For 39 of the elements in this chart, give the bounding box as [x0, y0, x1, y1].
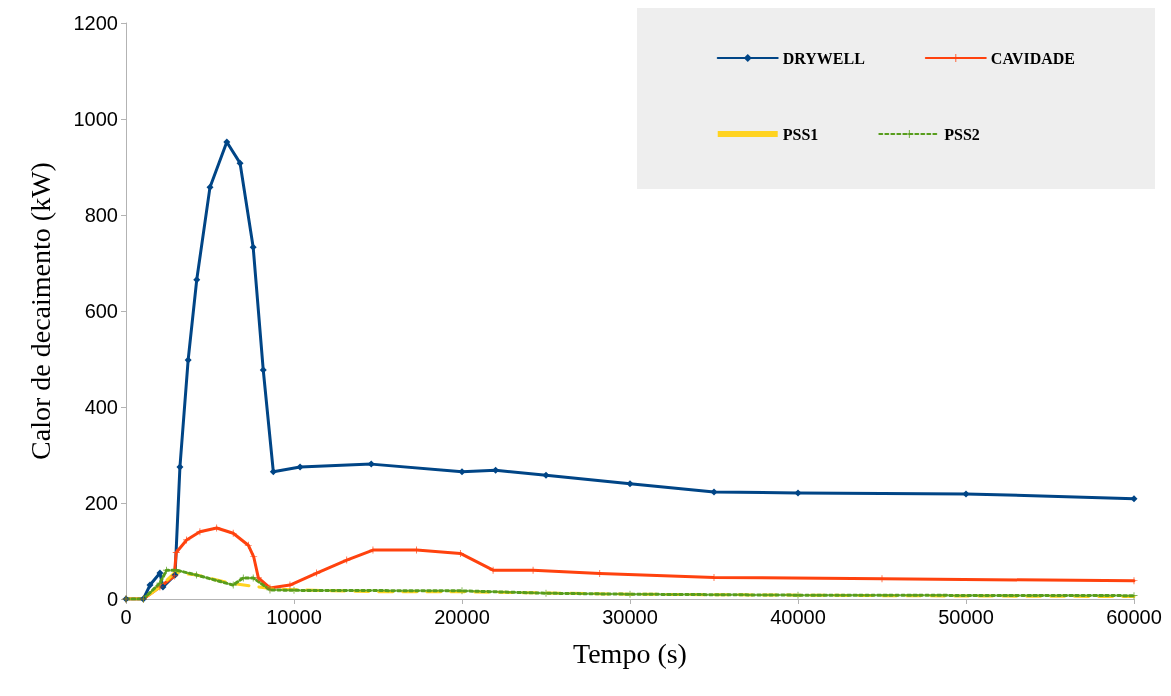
x-tick-label: 30000	[602, 606, 658, 628]
y-tick-label: 600	[84, 300, 118, 322]
point	[206, 183, 214, 191]
point	[236, 159, 244, 167]
point	[626, 480, 634, 488]
legend-label: CAVIDADE	[990, 49, 1076, 67]
x-tick-label: 10000	[266, 606, 322, 628]
point	[269, 468, 277, 476]
x-axis-title: Tempo (s)	[573, 637, 687, 669]
point	[162, 566, 170, 574]
y-tick-label: 1000	[73, 108, 118, 130]
point	[962, 490, 970, 498]
legend-label: DRYWELL	[782, 49, 865, 67]
point	[176, 463, 184, 471]
y-tick-label: 400	[84, 396, 118, 418]
y-tick-label: 0	[106, 588, 118, 610]
point	[259, 366, 267, 374]
x-tick-label: 20000	[434, 606, 490, 628]
point	[1130, 495, 1138, 503]
y-tick-label: 200	[84, 492, 118, 514]
point	[146, 581, 154, 589]
point	[249, 243, 257, 251]
point	[794, 489, 802, 497]
legend-label: PSS2	[944, 125, 980, 143]
legend-label: PSS1	[782, 125, 819, 143]
x-tick-label: 60000	[1106, 606, 1162, 628]
point	[184, 356, 192, 364]
y-tick-label: 1200	[73, 12, 118, 34]
y-tick-label: 800	[84, 204, 118, 226]
x-tick-label: 0	[120, 606, 132, 628]
x-tick-label: 50000	[938, 606, 994, 628]
x-tick-label: 40000	[770, 606, 826, 628]
y-axis-title: Calor de decaimento (kW)	[24, 162, 56, 460]
point	[458, 468, 466, 476]
point	[296, 463, 304, 471]
point	[710, 488, 718, 496]
point	[244, 541, 252, 549]
point	[229, 529, 237, 537]
point	[542, 471, 550, 479]
